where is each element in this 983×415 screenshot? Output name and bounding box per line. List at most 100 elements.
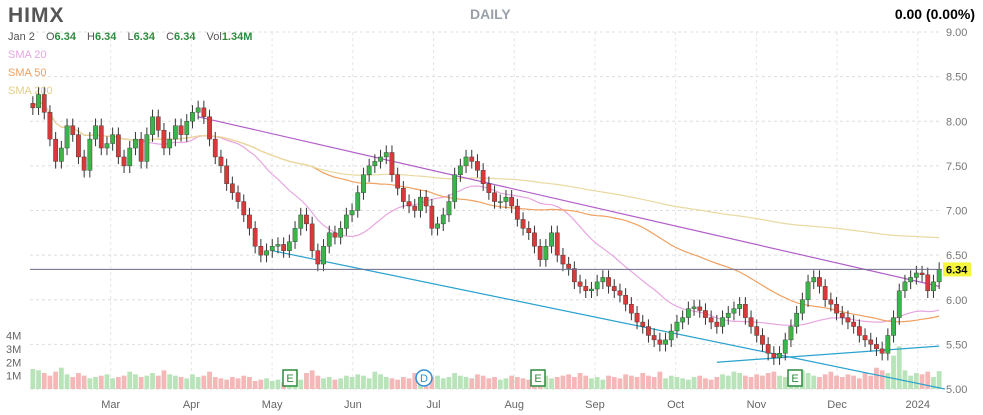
x-tick-label: Nov bbox=[747, 399, 767, 411]
volume-bar bbox=[879, 370, 885, 389]
ticker-symbol[interactable]: HIMX bbox=[8, 4, 65, 27]
close-value: 6.34 bbox=[174, 31, 196, 43]
volume-bar bbox=[731, 371, 737, 389]
volume-bar bbox=[150, 373, 155, 389]
candle-body bbox=[657, 339, 663, 345]
volume-bar bbox=[258, 379, 264, 389]
volume-bar bbox=[771, 371, 777, 389]
volume-bar bbox=[634, 377, 640, 389]
volume-bar bbox=[760, 375, 765, 389]
candle-body bbox=[429, 205, 435, 229]
volume-bar bbox=[742, 375, 748, 389]
candle-body bbox=[817, 277, 822, 287]
volume-bar bbox=[395, 379, 401, 389]
volume-bar bbox=[93, 377, 98, 389]
volume-bar bbox=[218, 378, 224, 389]
candle-body bbox=[674, 321, 680, 332]
candle-body bbox=[879, 348, 885, 354]
candle-body bbox=[549, 232, 554, 247]
volume-bar bbox=[469, 378, 475, 389]
candle-body bbox=[640, 321, 646, 327]
candle-body bbox=[104, 143, 110, 149]
volume-bar bbox=[611, 377, 617, 389]
candle-body bbox=[868, 339, 874, 345]
period-label[interactable]: DAILY bbox=[470, 6, 511, 22]
candle-body bbox=[566, 263, 572, 269]
volume-bar bbox=[64, 374, 70, 389]
volume-bar bbox=[190, 374, 195, 389]
candle-body bbox=[799, 299, 805, 314]
volume-bar bbox=[247, 377, 252, 389]
volume-bar bbox=[805, 373, 811, 389]
candle-body bbox=[475, 161, 480, 171]
candle-body bbox=[412, 205, 418, 211]
volume-bar bbox=[834, 375, 839, 389]
volume-bar bbox=[343, 375, 349, 389]
candle-body bbox=[155, 116, 161, 131]
candle-body bbox=[36, 94, 41, 109]
candle-body bbox=[93, 125, 98, 140]
volume-bar bbox=[269, 381, 275, 389]
x-tick-label: May bbox=[262, 399, 283, 411]
candle-body bbox=[782, 339, 788, 354]
volume-bar bbox=[668, 375, 674, 389]
candle-body bbox=[885, 335, 891, 354]
candle-body bbox=[127, 147, 133, 167]
volume-bar bbox=[708, 379, 714, 389]
volume-bar bbox=[30, 369, 36, 389]
candle-body bbox=[167, 138, 173, 149]
candle-body bbox=[304, 214, 309, 225]
candle-body bbox=[58, 147, 64, 162]
volume-bar bbox=[765, 373, 771, 389]
volume-bar bbox=[583, 375, 589, 389]
volume-bar bbox=[378, 374, 383, 389]
candle-body bbox=[258, 245, 264, 256]
candle-body bbox=[634, 312, 640, 323]
sma200-legend[interactable]: SMA 200 bbox=[8, 85, 53, 97]
candle-body bbox=[828, 299, 834, 305]
volume-bar bbox=[577, 373, 583, 389]
candle-body bbox=[30, 103, 36, 109]
candle-body bbox=[47, 112, 53, 140]
ohlc-date: Jan 2 bbox=[8, 31, 35, 43]
candle-body bbox=[172, 125, 178, 140]
earnings-marker bbox=[282, 369, 298, 387]
volume-bar bbox=[514, 377, 520, 389]
volume-bar bbox=[526, 379, 532, 389]
candle-body bbox=[714, 321, 720, 327]
candle-body bbox=[663, 339, 668, 345]
volume-bar bbox=[600, 379, 606, 389]
volume-bar bbox=[53, 371, 59, 389]
x-tick-label: Mar bbox=[101, 399, 120, 411]
candle-body bbox=[646, 326, 651, 336]
volume-bar bbox=[406, 378, 412, 389]
dividend-marker bbox=[415, 369, 433, 387]
volume-bar bbox=[640, 373, 646, 389]
candle-body bbox=[606, 277, 611, 287]
candle-body bbox=[628, 304, 634, 314]
volume-bar bbox=[925, 371, 931, 389]
volume-bar bbox=[839, 377, 845, 389]
volume-bar bbox=[874, 367, 879, 389]
candle-body bbox=[184, 121, 190, 135]
candle-body bbox=[891, 317, 896, 336]
volume-bar bbox=[87, 378, 93, 389]
volume-tick-label: 2M bbox=[6, 357, 21, 369]
volume-bar bbox=[902, 370, 908, 389]
sma20-legend[interactable]: SMA 20 bbox=[8, 49, 47, 61]
sma50-legend[interactable]: SMA 50 bbox=[8, 67, 47, 79]
ohlc-readout: Jan 2 O6.34 H6.34 L6.34 C6.34 Vol1.34M bbox=[8, 31, 260, 43]
volume-bar bbox=[492, 377, 497, 389]
candle-body bbox=[697, 306, 703, 311]
candle-body bbox=[195, 107, 201, 113]
volume-bar bbox=[697, 375, 703, 389]
volume-bar bbox=[355, 374, 361, 389]
event-label: E bbox=[534, 373, 541, 385]
event-label: E bbox=[791, 373, 798, 385]
volume-bar bbox=[594, 377, 600, 389]
price-change: 0.00 (0.00%) bbox=[894, 6, 975, 22]
volume-bar bbox=[361, 375, 366, 389]
candle-body bbox=[292, 228, 298, 242]
volume-bar bbox=[817, 377, 822, 389]
